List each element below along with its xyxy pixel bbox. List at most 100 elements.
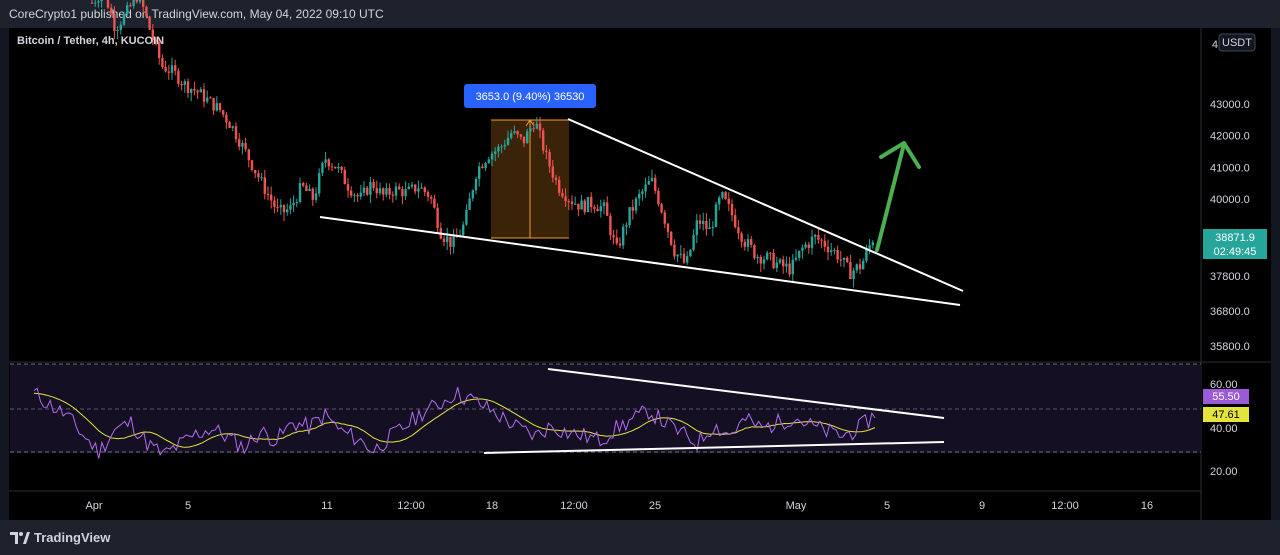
candle-body [567, 201, 570, 203]
candle-body [606, 202, 609, 216]
candle-body [535, 123, 538, 129]
candle-body [634, 198, 638, 211]
publish-line: CoreCrypto1 published on TradingView.com… [9, 7, 384, 21]
candle-body [158, 42, 161, 58]
candle-body [430, 196, 433, 199]
time-tick-label: 18 [486, 500, 498, 512]
rsi-lower-line [483, 441, 945, 454]
wedge-upper-line [567, 118, 964, 292]
candle-body [730, 203, 734, 216]
candle-body [618, 243, 622, 246]
candle-body [244, 143, 247, 150]
candle-body [113, 13, 116, 32]
candle-body [449, 236, 452, 247]
tradingview-logo[interactable]: TradingView [10, 530, 110, 545]
candle-body [785, 263, 788, 267]
candle-body [193, 89, 196, 91]
candle-body [522, 136, 526, 144]
candle-body [487, 159, 490, 163]
price-tick-label: 35800.0 [1210, 341, 1250, 353]
candle-body [660, 204, 663, 213]
candle-body [138, 0, 142, 2]
candle-body [766, 252, 769, 260]
candle-body [161, 57, 164, 67]
candle-body [676, 254, 679, 257]
price-tick-label: 40000.0 [1210, 194, 1250, 206]
candle-body [826, 246, 830, 252]
time-tick-label: 11 [321, 500, 332, 512]
candle-body [865, 249, 868, 261]
candle-body [564, 196, 567, 202]
candle-body [327, 159, 330, 167]
candle-body [426, 192, 430, 197]
candle-body [340, 166, 343, 170]
candle-body [846, 257, 849, 263]
candle-body [129, 5, 132, 7]
candle-body [596, 208, 599, 212]
candle-body [679, 253, 682, 255]
candle-body [775, 262, 778, 269]
candle-body [311, 188, 314, 200]
price-tick-label: 43000.0 [1210, 99, 1250, 111]
candle-body [106, 0, 110, 8]
candle-body [711, 226, 714, 228]
price-tick-label: 41000.0 [1210, 162, 1250, 174]
candle-body [548, 152, 551, 167]
candle-body [334, 166, 337, 169]
candle-body [871, 242, 874, 246]
rsi-value-tag [1203, 389, 1249, 404]
time-tick-label: 12:00 [560, 500, 588, 512]
candle-body [772, 252, 775, 269]
currency-badge [1218, 33, 1256, 52]
candle-body [500, 146, 503, 148]
candle-body [714, 204, 718, 227]
candle-body [708, 227, 711, 230]
candle-body [724, 192, 727, 199]
candle-body [289, 205, 292, 210]
candle-body [132, 0, 135, 6]
candle-body [692, 235, 695, 250]
candle-body [222, 110, 225, 115]
candle-body [737, 227, 740, 234]
candle-body [202, 89, 206, 102]
candle-body [97, 1, 100, 3]
candle-body [442, 238, 446, 243]
candle-body [366, 187, 369, 195]
candle-body [420, 187, 423, 189]
candle-body [503, 144, 506, 147]
candle-body [116, 29, 119, 32]
candle-body [782, 259, 785, 267]
rsi-tick-label: 20.00 [1210, 466, 1238, 478]
price-tick-label: 36800.0 [1210, 306, 1250, 318]
current-price-tag [1203, 229, 1267, 259]
candle-body [593, 207, 596, 209]
time-tick-label: 12:00 [1051, 500, 1079, 512]
rsi-ma-line [33, 392, 876, 448]
candle-body [695, 220, 698, 236]
candle-body [260, 177, 263, 179]
time-tick-label: 12:00 [397, 500, 425, 512]
candle-body [433, 198, 436, 208]
candle-body [580, 200, 583, 210]
candle-body [702, 220, 705, 224]
candle-body [478, 166, 481, 179]
breakout-arrowhead [879, 141, 921, 169]
candle-body [868, 245, 871, 250]
candle-body [689, 249, 692, 257]
candle-body [698, 220, 702, 224]
candle-body [519, 134, 522, 137]
candle-body [231, 126, 234, 128]
candle-body [583, 200, 586, 213]
candle-body [122, 13, 126, 25]
candle-body [756, 256, 759, 259]
candle-body [225, 114, 228, 123]
candle-body [407, 186, 410, 190]
candle-body [545, 150, 548, 153]
candle-body [164, 66, 167, 72]
candle-body [209, 97, 212, 99]
candle-body [734, 215, 737, 228]
candle-body [401, 189, 404, 197]
candle-body [295, 202, 298, 204]
measure-label: 3653.0 (9.40%) 36530 [476, 91, 585, 103]
